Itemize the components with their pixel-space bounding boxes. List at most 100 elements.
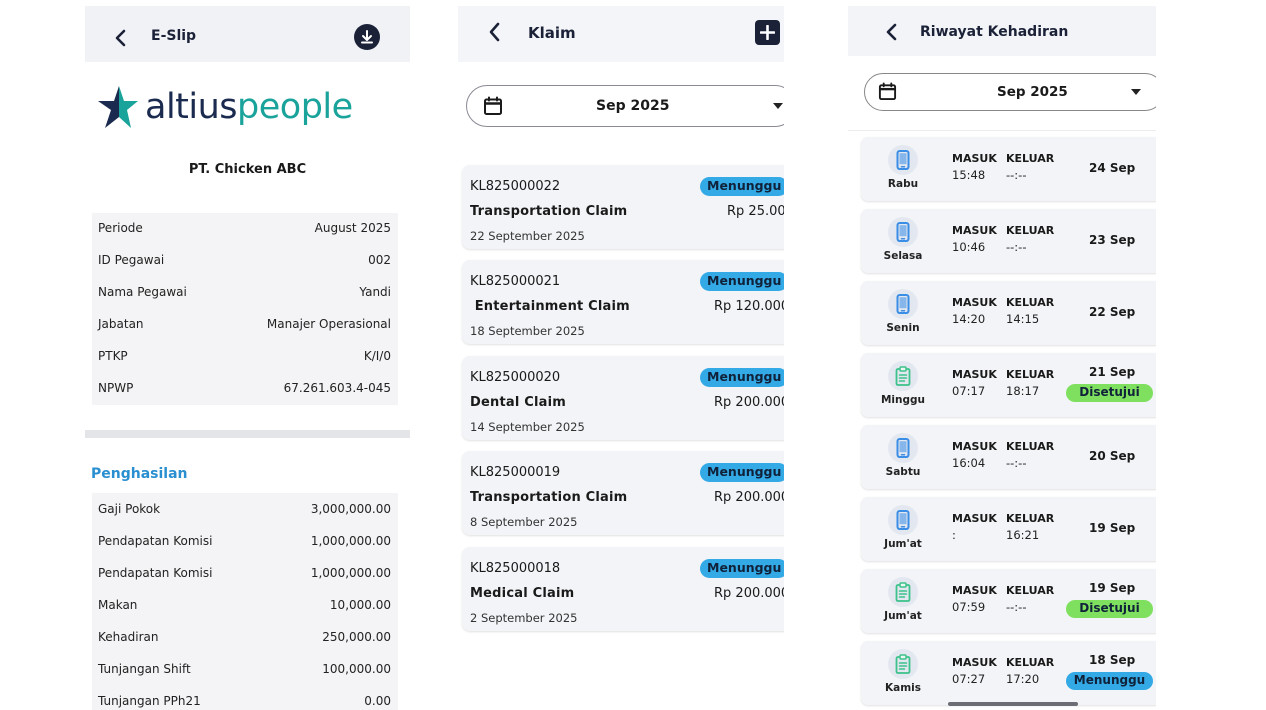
info-row: Periode August 2025 bbox=[98, 219, 391, 239]
attendance-card[interactable]: Rabu MASUK 15:48 KELUAR --:-- 24 Sep bbox=[861, 137, 1156, 201]
check-in-time: 16:04 bbox=[952, 456, 986, 470]
klaim-screen: Klaim Sep 2025 KL825000022 Menunggu Tran… bbox=[458, 6, 784, 710]
attendance-day: Selasa bbox=[883, 250, 923, 262]
earnings-title: Penghasilan bbox=[91, 466, 188, 482]
add-claim-icon[interactable] bbox=[755, 20, 780, 45]
attendance-day: Jum'at bbox=[884, 610, 922, 622]
claim-date: 18 September 2025 bbox=[470, 324, 585, 338]
info-row: NPWP 67.261.603.4-045 bbox=[98, 379, 391, 399]
info-label: PTKP bbox=[98, 349, 128, 363]
info-label: Nama Pegawai bbox=[98, 285, 187, 299]
klaim-header: Klaim bbox=[458, 6, 784, 62]
download-icon[interactable] bbox=[354, 24, 380, 50]
check-out-label: KELUAR bbox=[1006, 368, 1055, 381]
page-title: Klaim bbox=[528, 24, 576, 42]
claim-card[interactable]: KL825000022 Menunggu Transportation Clai… bbox=[462, 165, 784, 249]
attendance-day: Sabtu bbox=[885, 466, 921, 478]
info-value: 67.261.603.4-045 bbox=[283, 381, 391, 395]
check-out-time: --:-- bbox=[1006, 456, 1027, 470]
attendance-card[interactable]: Sabtu MASUK 16:04 KELUAR --:-- 20 Sep bbox=[861, 425, 1156, 489]
check-in-time: : bbox=[952, 528, 956, 542]
month-select[interactable]: Sep 2025 bbox=[466, 85, 784, 127]
check-out-label: KELUAR bbox=[1006, 224, 1055, 237]
star-logo-icon bbox=[98, 86, 138, 128]
status-badge: Disetujui bbox=[1066, 600, 1153, 618]
earning-row: Gaji Pokok 3,000,000.00 bbox=[98, 500, 391, 520]
info-row: Jabatan Manajer Operasional bbox=[98, 315, 391, 335]
month-select[interactable]: Sep 2025 bbox=[864, 73, 1156, 111]
attendance-card[interactable]: Senin MASUK 14:20 KELUAR 14:15 22 Sep bbox=[861, 281, 1156, 345]
clipboard-icon bbox=[888, 361, 918, 391]
earning-row: Pendapatan Komisi 1,000,000.00 bbox=[98, 564, 391, 584]
back-arrow-icon[interactable] bbox=[107, 24, 135, 52]
claim-card[interactable]: KL825000018 Menunggu Medical Claim Rp 20… bbox=[462, 547, 784, 631]
info-row: PTKP K/I/0 bbox=[98, 347, 391, 367]
status-badge: Menunggu bbox=[700, 272, 784, 291]
claim-card[interactable]: KL825000021 Menunggu Entertainment Claim… bbox=[462, 260, 784, 344]
back-arrow-icon[interactable] bbox=[878, 18, 906, 46]
info-label: Jabatan bbox=[98, 317, 144, 331]
claim-id: KL825000021 bbox=[470, 274, 561, 289]
claim-id: KL825000019 bbox=[470, 465, 561, 480]
claim-amount: Rp 200.000 bbox=[714, 586, 784, 601]
earning-value: 100,000.00 bbox=[322, 662, 391, 676]
check-out-label: KELUAR bbox=[1006, 296, 1055, 309]
earning-label: Pendapatan Komisi bbox=[98, 566, 213, 580]
earning-label: Makan bbox=[98, 598, 138, 612]
info-label: NPWP bbox=[98, 381, 134, 395]
attendance-day: Senin bbox=[886, 322, 920, 334]
earning-label: Tunjangan Shift bbox=[98, 662, 191, 676]
claim-type: Entertainment Claim bbox=[470, 299, 630, 314]
status-badge: Menunggu bbox=[700, 177, 784, 196]
check-in-label: MASUK bbox=[952, 368, 997, 381]
divider bbox=[848, 130, 1156, 131]
attendance-card[interactable]: Jum'at MASUK: KELUAR 16:21 19 Sep bbox=[861, 497, 1156, 561]
chevron-down-icon bbox=[773, 103, 783, 109]
info-value: Yandi bbox=[359, 285, 391, 299]
earning-label: Kehadiran bbox=[98, 630, 159, 644]
check-in-label: MASUK bbox=[952, 656, 997, 669]
earning-label: Tunjangan PPh21 bbox=[98, 694, 201, 708]
attendance-card[interactable]: Jum'at MASUK 07:59 KELUAR --:-- 19 Sep Disetuj… bbox=[861, 569, 1156, 633]
check-in-time: 07:27 bbox=[952, 672, 986, 686]
calendar-icon bbox=[484, 96, 502, 115]
check-out-time: --:-- bbox=[1006, 600, 1027, 614]
phone-icon bbox=[888, 145, 918, 175]
check-out-time: 18:17 bbox=[1006, 384, 1040, 398]
logo-wordmark: altiuspeople bbox=[145, 87, 353, 127]
earning-value: 3,000,000.00 bbox=[310, 502, 391, 516]
earning-value: 1,000,000.00 bbox=[310, 566, 391, 580]
page-title: Riwayat Kehadiran bbox=[920, 24, 1069, 40]
check-out-label: KELUAR bbox=[1006, 440, 1055, 453]
clipboard-icon bbox=[888, 577, 918, 607]
check-in-label: MASUK bbox=[952, 224, 997, 237]
back-arrow-icon[interactable] bbox=[481, 18, 509, 46]
check-in-label: MASUK bbox=[952, 152, 997, 165]
attendance-day: Kamis bbox=[884, 682, 921, 694]
claim-id: KL825000022 bbox=[470, 179, 561, 194]
logo-text-altius: altius bbox=[145, 87, 238, 127]
check-in-time: 15:48 bbox=[952, 168, 986, 182]
eslip-header: E-Slip bbox=[85, 6, 410, 62]
phone-icon bbox=[888, 217, 918, 247]
check-in-time: 10:46 bbox=[952, 240, 986, 254]
earning-value: 250,000.00 bbox=[322, 630, 391, 644]
claim-card[interactable]: KL825000020 Menunggu Dental Claim Rp 200… bbox=[462, 356, 784, 440]
info-value: Manajer Operasional bbox=[266, 317, 391, 331]
attendance-card[interactable]: Minggu MASUK 07:17 KELUAR 18:17 21 Sep Disetuj… bbox=[861, 353, 1156, 417]
clipboard-icon bbox=[888, 649, 918, 679]
attendance-day: Jum'at bbox=[884, 538, 922, 550]
check-out-time: 17:20 bbox=[1006, 672, 1040, 686]
attendance-card[interactable]: Kamis MASUK 07:27 KELUAR 17:20 18 Sep Menunggu bbox=[861, 641, 1156, 705]
claim-card[interactable]: KL825000019 Menunggu Transportation Clai… bbox=[462, 451, 784, 535]
earning-row: Tunjangan PPh21 0.00 bbox=[98, 692, 391, 710]
month-value: Sep 2025 bbox=[596, 98, 670, 114]
check-out-label: KELUAR bbox=[1006, 584, 1055, 597]
earning-value: 10,000.00 bbox=[329, 598, 391, 612]
logo-text-people: people bbox=[237, 87, 353, 127]
section-divider bbox=[85, 430, 410, 438]
claim-date: 22 September 2025 bbox=[470, 229, 585, 243]
month-value: Sep 2025 bbox=[997, 84, 1068, 100]
claim-type: Transportation Claim bbox=[470, 204, 628, 219]
attendance-card[interactable]: Selasa MASUK 10:46 KELUAR --:-- 23 Sep bbox=[861, 209, 1156, 273]
